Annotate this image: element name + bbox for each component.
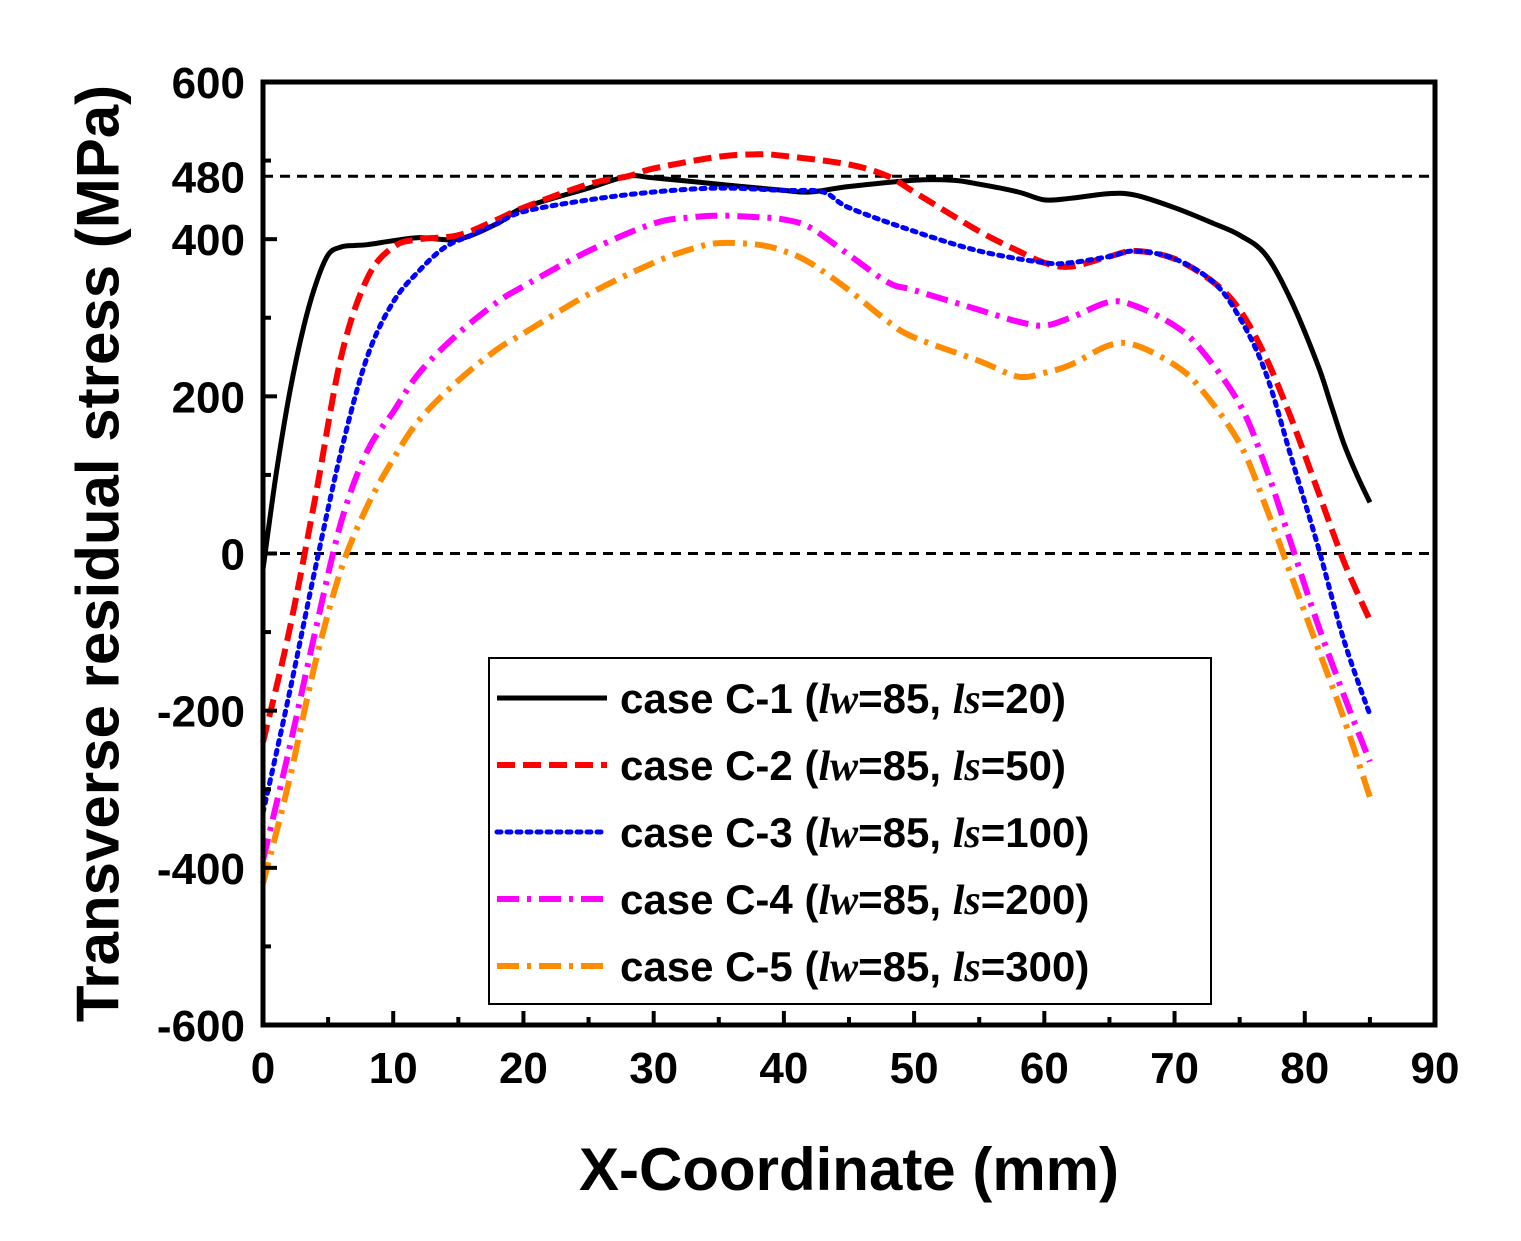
y-tick-label: 200 xyxy=(172,373,245,422)
y-tick-label: -200 xyxy=(157,688,245,737)
x-tick-labels: 0 10 20 30 40 50 60 70 80 90 xyxy=(251,1044,1460,1093)
series-line-c5 xyxy=(260,239,1373,885)
y-tick-label: -400 xyxy=(157,845,245,894)
series-line-c4 xyxy=(260,212,1373,861)
y-tick-label: 480 xyxy=(172,153,245,202)
legend-box xyxy=(488,657,1212,1005)
x-tick-label: 60 xyxy=(1020,1044,1069,1093)
y-axis-title: Transverse residual stress (MPa) xyxy=(65,85,132,1022)
y-tick-labels: -600 -400 -200 0 200 400 480 600 xyxy=(157,59,245,1051)
x-axis-title: X-Coordinate (mm) xyxy=(579,1136,1119,1203)
legend-label-c1: case C-1 (lw=85, ls=20) xyxy=(620,675,1066,723)
legend-label-c5: case C-5 (lw=85, ls=300) xyxy=(620,943,1089,991)
series-lines xyxy=(260,151,1373,885)
y-tick-label: 0 xyxy=(221,531,245,580)
y-tick-label: 400 xyxy=(172,216,245,265)
y-tick-label: -600 xyxy=(157,1002,245,1051)
legend: case C-1 (lw=85, ls=20) case C-2 (lw=85, … xyxy=(488,657,1212,1005)
x-tick-label: 90 xyxy=(1411,1044,1460,1093)
legend-label-c3: case C-3 (lw=85, ls=100) xyxy=(620,809,1089,857)
plot-frame xyxy=(260,79,1438,1028)
x-tick-label: 30 xyxy=(629,1044,678,1093)
x-tick-label: 70 xyxy=(1150,1044,1199,1093)
x-tick-label: 10 xyxy=(369,1044,418,1093)
series-line-c3 xyxy=(260,185,1373,816)
x-tick-label: 80 xyxy=(1280,1044,1329,1093)
x-tick-label: 40 xyxy=(759,1044,808,1093)
legend-label-c2: case C-2 (lw=85, ls=50) xyxy=(620,742,1066,790)
legend-label-c4: case C-4 (lw=85, ls=200) xyxy=(620,876,1089,924)
reference-lines xyxy=(263,174,1435,555)
x-tick-label: 20 xyxy=(499,1044,548,1093)
x-tick-label: 0 xyxy=(251,1044,275,1093)
series-line-c2 xyxy=(260,151,1373,743)
y-tick-label: 600 xyxy=(172,59,245,108)
x-tick-label: 50 xyxy=(890,1044,939,1093)
series-line-c1 xyxy=(260,173,1373,570)
